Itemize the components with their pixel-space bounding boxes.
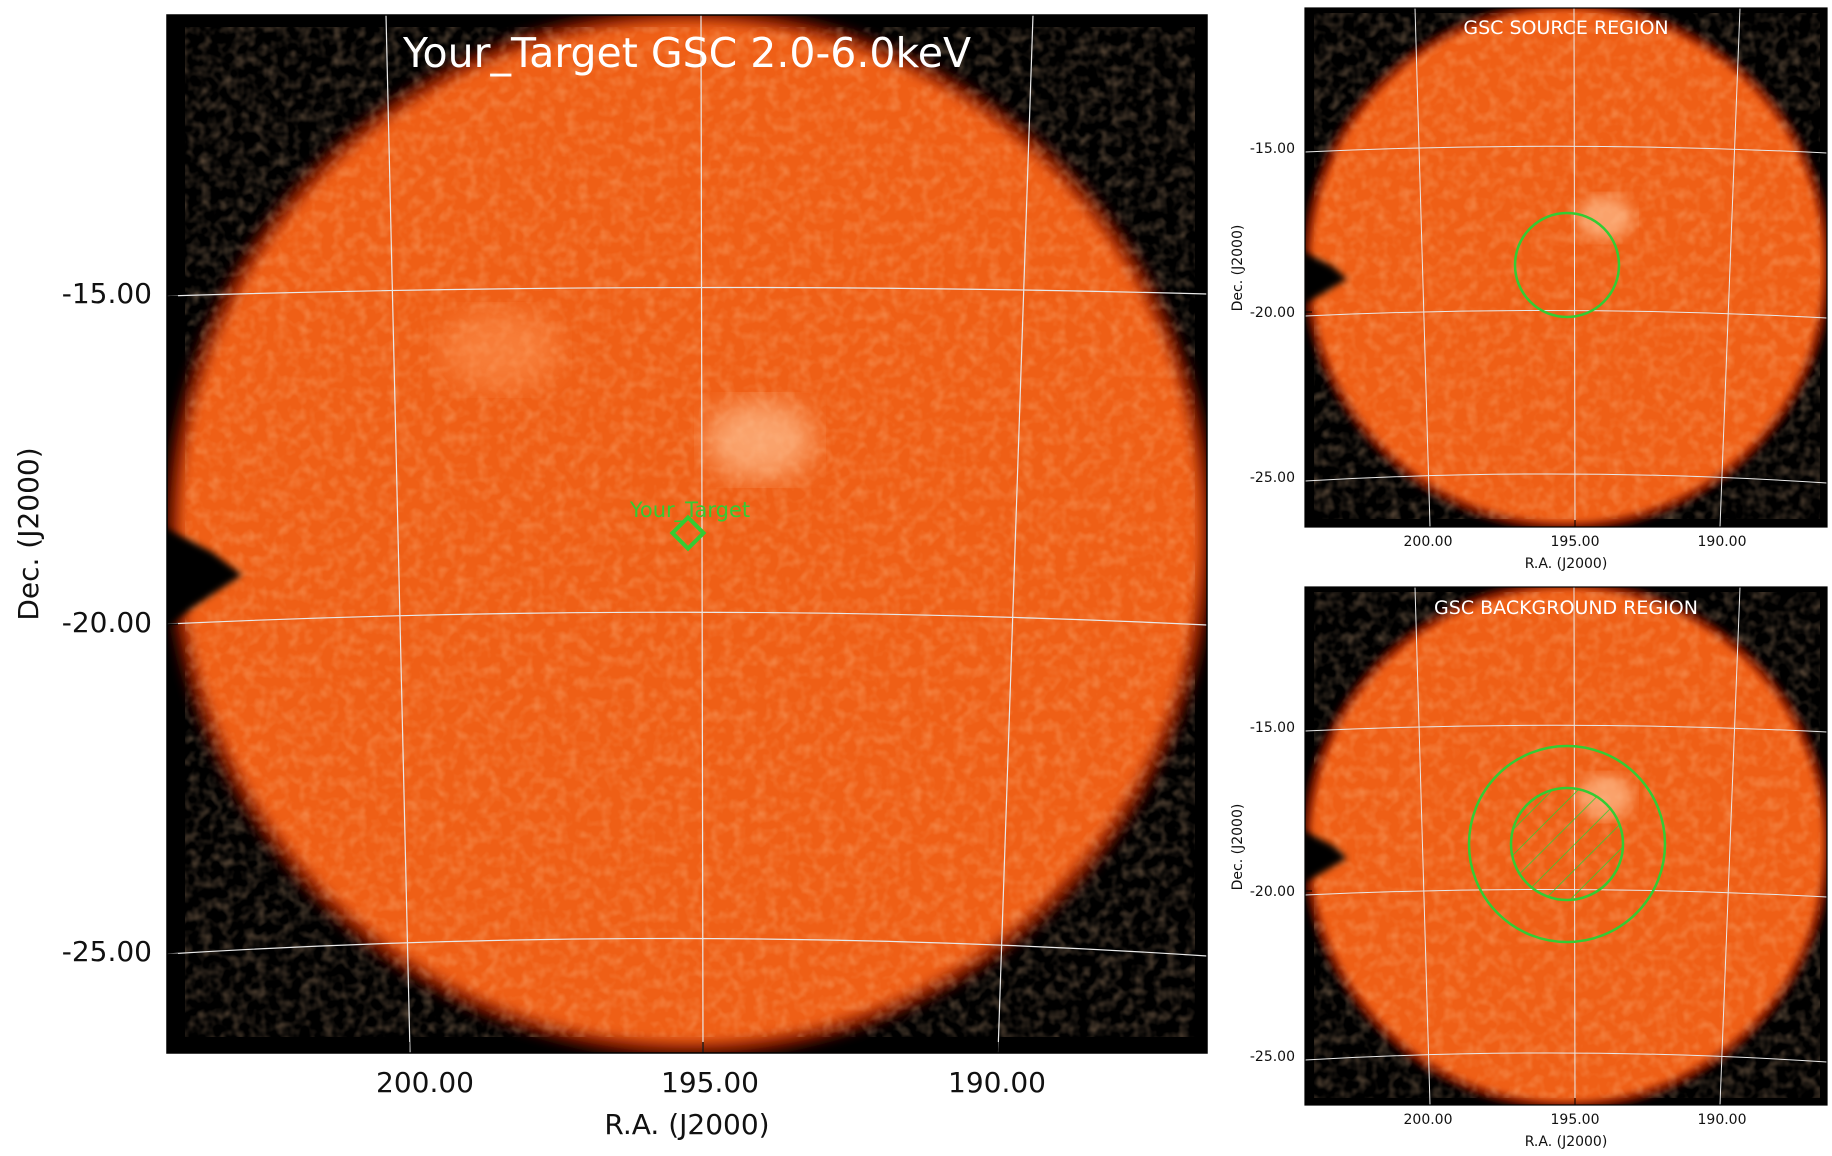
background-y-tick-label: -25.00 [1250,1049,1295,1065]
background-x-axis-label: R.A. (J2000) [1525,1134,1608,1150]
main-x-axis-label: R.A. (J2000) [604,1108,769,1141]
source-frame [1304,7,1828,528]
main-frame [166,14,1208,1054]
main-x-tick-label: 195.00 [661,1066,759,1099]
background-y-tick-label: -15.00 [1250,720,1295,736]
background-x-tick-label: 200.00 [1404,1112,1453,1128]
source-region-panel: GSC SOURCE REGION 200.00 195.00 190.00 -… [1230,7,1828,572]
source-y-tick-label: -15.00 [1250,141,1295,157]
source-tick-marks [1305,147,1723,527]
background-excluded-circle [1509,786,1625,902]
target-diamond-marker [669,514,707,552]
background-tick-marks [1305,726,1723,1105]
background-region-panel: GSC BACKGROUND REGION 200.00 195.00 190.… [1230,586,1828,1150]
main-panel: Your_Target GSC 2.0-6.0keV Your_Target 2… [12,14,1208,1141]
background-x-tick-label: 195.00 [1551,1112,1600,1128]
background-title: GSC BACKGROUND REGION [1434,597,1698,619]
background-image [1305,587,1827,1105]
target-label: Your_Target [629,498,750,523]
source-y-axis-label: Dec. (J2000) [1230,225,1246,312]
coordinate-grid [1305,8,1827,527]
background-frame [1304,586,1828,1106]
main-image [167,15,1207,1053]
background-y-axis-label: Dec. (J2000) [1230,804,1246,891]
source-image [1305,8,1827,527]
main-y-axis-label: Dec. (J2000) [12,447,45,620]
source-region-circle [1513,211,1621,319]
main-x-tick-label: 190.00 [948,1066,1046,1099]
source-y-tick-label: -25.00 [1250,470,1295,486]
background-x-tick-label: 190.00 [1698,1112,1747,1128]
main-tick-marks [167,295,999,1053]
background-outer-circle [1467,744,1667,944]
source-x-axis-label: R.A. (J2000) [1525,556,1608,572]
source-x-tick-label: 190.00 [1698,534,1747,550]
main-y-tick-label: -15.00 [62,277,152,310]
main-x-tick-label: 200.00 [376,1066,474,1099]
main-y-tick-label: -20.00 [62,606,152,639]
source-x-tick-label: 200.00 [1404,534,1453,550]
main-title: Your_Target GSC 2.0-6.0keV [402,29,971,77]
main-y-tick-label: -25.00 [62,935,152,968]
source-x-tick-label: 195.00 [1551,534,1600,550]
background-y-tick-label: -20.00 [1250,884,1295,900]
source-title: GSC SOURCE REGION [1463,17,1668,39]
source-y-tick-label: -20.00 [1250,305,1295,321]
